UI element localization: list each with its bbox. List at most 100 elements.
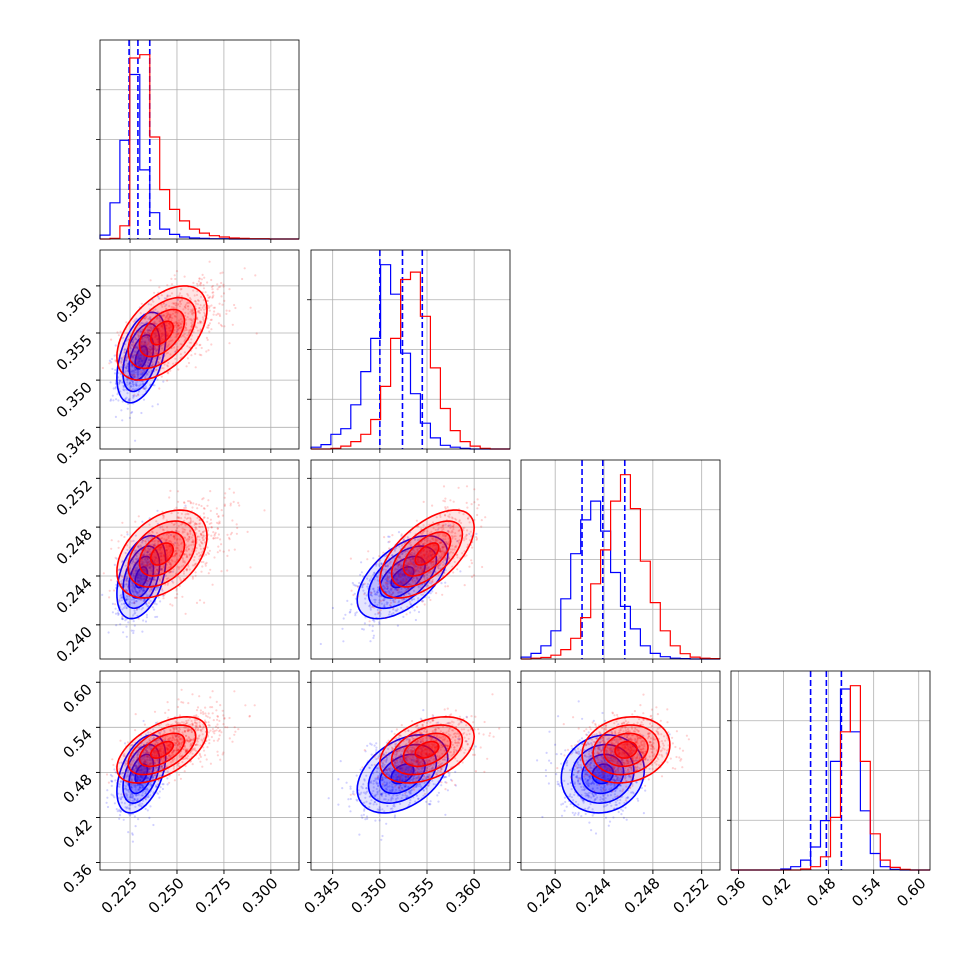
scatter-point	[126, 533, 129, 536]
scatter-point	[166, 351, 169, 354]
scatter-point	[137, 617, 140, 620]
scatter-point	[423, 575, 426, 578]
scatter-point	[407, 557, 410, 560]
scatter-point	[111, 611, 114, 614]
scatter-point	[197, 551, 201, 555]
scatter-point	[416, 548, 419, 552]
scatter-point	[137, 390, 140, 393]
scatter-point	[148, 350, 152, 353]
scatter-point	[424, 557, 427, 560]
scatter-point	[388, 592, 391, 595]
scatter-point	[119, 623, 122, 626]
scatter-point	[422, 543, 425, 546]
scatter-point	[177, 565, 180, 569]
scatter-point	[416, 577, 419, 580]
scatter-point	[405, 598, 408, 601]
scatter-point	[447, 537, 450, 540]
scatter-point	[401, 578, 404, 581]
scatter-point	[183, 333, 186, 336]
scatter-point	[435, 548, 438, 551]
scatter-point	[157, 596, 160, 599]
scatter-point	[136, 353, 139, 356]
scatter-point	[110, 779, 113, 783]
panel-frame	[310, 459, 511, 660]
scatter-point	[157, 336, 160, 340]
scatter-point	[341, 627, 344, 630]
scatter-point	[405, 563, 408, 566]
scatter-point	[404, 580, 407, 583]
scatter-point	[155, 368, 158, 372]
scatter-point	[193, 559, 196, 562]
scatter-point	[168, 496, 171, 499]
scatter-point	[142, 569, 145, 572]
scatter-point	[143, 600, 146, 603]
scatter-point	[186, 533, 189, 536]
scatter-point	[158, 316, 161, 319]
scatter-point	[186, 357, 189, 360]
scatter-point	[388, 610, 391, 614]
scatter-point	[246, 530, 249, 534]
scatter-point	[390, 580, 393, 584]
scatter-point	[188, 554, 191, 557]
scatter-point	[475, 537, 479, 540]
scatter-point	[223, 496, 226, 499]
scatter-point	[450, 516, 453, 519]
scatter-point	[132, 341, 135, 344]
scatter-point	[194, 562, 197, 565]
scatter-point	[144, 341, 147, 344]
scatter-point	[413, 552, 416, 555]
scatter-point	[125, 355, 128, 359]
scatter-point	[422, 593, 425, 596]
scatter-point	[454, 537, 457, 541]
scatter-point	[373, 590, 376, 594]
scatter-point	[118, 783, 121, 786]
scatter-point	[148, 548, 151, 551]
scatter-point	[155, 352, 159, 355]
scatter-point	[153, 335, 157, 339]
scatter-point	[446, 557, 449, 560]
scatter-point	[132, 385, 135, 388]
scatter-point	[372, 587, 375, 591]
scatter-point	[163, 297, 166, 300]
scatter-point	[430, 530, 433, 534]
scatter-point	[145, 777, 149, 780]
scatter-point	[410, 543, 413, 547]
scatter-point	[363, 582, 366, 585]
scatter-point	[137, 762, 140, 765]
scatter-point	[196, 516, 199, 520]
scatter-point	[408, 542, 411, 545]
scatter-point	[402, 581, 406, 585]
scatter-point	[188, 568, 191, 571]
scatter-point	[160, 367, 163, 370]
scatter-point	[369, 593, 372, 597]
scatter-point	[143, 332, 146, 335]
scatter-point	[206, 299, 209, 302]
scatter-point	[400, 559, 403, 562]
scatter-point	[216, 551, 219, 554]
contour-line	[128, 334, 155, 381]
scatter-point	[423, 573, 426, 577]
scatter-point	[203, 276, 206, 279]
scatter-point	[217, 286, 220, 289]
scatter-point	[140, 767, 143, 771]
scatter-point	[364, 597, 367, 600]
scatter-point	[130, 784, 133, 787]
scatter-point	[448, 552, 451, 555]
scatter-point	[143, 387, 146, 391]
scatter-point	[462, 537, 465, 540]
scatter-point	[169, 316, 172, 319]
scatter-point	[143, 317, 146, 320]
scatter-point	[200, 278, 203, 281]
scatter-point	[137, 752, 140, 755]
scatter-point	[133, 798, 136, 801]
scatter-point	[134, 784, 137, 787]
scatter-point	[197, 299, 200, 302]
scatter-point	[123, 355, 126, 358]
scatter-point	[135, 592, 138, 595]
scatter-point	[140, 776, 143, 779]
scatter-point	[437, 538, 440, 541]
scatter-point	[175, 270, 179, 273]
scatter-point	[160, 765, 163, 768]
scatter-point	[189, 501, 192, 504]
scatter-point	[173, 549, 177, 552]
